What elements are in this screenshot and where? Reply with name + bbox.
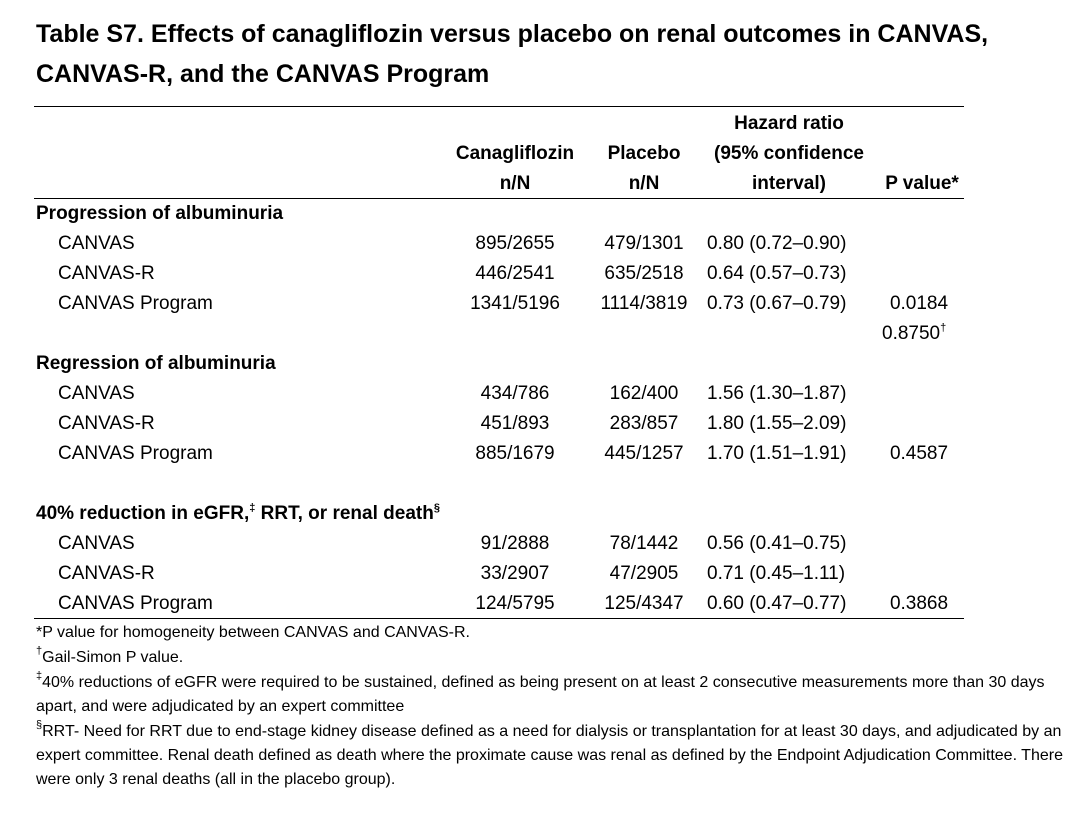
footnote-egfr: ‡40% reductions of eGFR were required to…: [36, 670, 1045, 716]
cell-cana: 1341/5196: [470, 293, 560, 314]
cell-hr: 0.80 (0.72–0.90): [707, 233, 847, 254]
row-label: CANVAS Program: [58, 443, 213, 464]
cell-p-value: 0.0184: [889, 293, 949, 314]
cell-hr: 1.80 (1.55–2.09): [707, 413, 847, 434]
cell-placebo: 47/2905: [609, 563, 679, 584]
cell-cana: 91/2888: [480, 533, 550, 554]
cell-hr: 1.56 (1.30–1.87): [707, 383, 847, 404]
cell-placebo: 78/1442: [609, 533, 679, 554]
col-header-placebo-1: Placebo: [607, 143, 681, 164]
cell-placebo: 125/4347: [604, 593, 684, 614]
row-label: CANVAS: [58, 383, 135, 404]
cell-placebo: 1114/3819: [600, 293, 688, 314]
cell-cana: 33/2907: [480, 563, 550, 584]
cell-placebo: 283/857: [609, 413, 679, 434]
cell-cana: 434/786: [480, 383, 550, 404]
col-header-p: P value*: [885, 173, 959, 194]
cell-cana: 124/5795: [475, 593, 555, 614]
cell-hr: 0.71 (0.45–1.11): [707, 563, 846, 584]
col-header-hr-3: interval): [752, 173, 826, 194]
row-label: CANVAS: [58, 533, 135, 554]
row-label: CANVAS: [58, 233, 135, 254]
cell-placebo: 635/2518: [604, 263, 684, 284]
top-rule: [34, 106, 964, 107]
cell-cana: 451/893: [480, 413, 550, 434]
cell-cana: 885/1679: [475, 443, 555, 464]
row-label: CANVAS Program: [58, 293, 213, 314]
cell-hr: 0.73 (0.67–0.79): [707, 293, 847, 314]
row-label: CANVAS-R: [58, 413, 155, 434]
table-title: Table S7. Effects of canagliflozin versu…: [36, 20, 989, 88]
row-label: CANVAS-R: [58, 263, 155, 284]
bottom-rule: [34, 618, 964, 619]
cell-placebo: 479/1301: [604, 233, 684, 254]
col-header-cana-2: n/N: [499, 173, 531, 194]
cell-hr: 0.60 (0.47–0.77): [707, 593, 847, 614]
col-header-placebo-2: n/N: [628, 173, 660, 194]
cell-p-value-gail-simon: 0.8750†: [882, 322, 947, 345]
cell-hr: 1.70 (1.51–1.91): [707, 443, 847, 464]
footnote-rrt: §RRT- Need for RRT due to end-stage kidn…: [36, 719, 1063, 789]
cell-p-value: 0.4587: [889, 443, 949, 464]
footnote-homogeneity: *P value for homogeneity between CANVAS …: [36, 624, 470, 641]
section-mark: §: [433, 502, 440, 514]
double-dagger-mark: ‡: [249, 502, 256, 514]
row-label: CANVAS-R: [58, 563, 155, 584]
cell-placebo: 162/400: [609, 383, 679, 404]
col-header-cana-1: Canagliflozin: [455, 143, 575, 164]
cell-p-value: 0.3868: [889, 593, 949, 614]
section-heading-egfr-reduction: 40% reduction in eGFR,‡ RRT, or renal de…: [36, 502, 440, 525]
section-heading-regression: Regression of albuminuria: [36, 353, 276, 374]
cell-cana: 895/2655: [475, 233, 555, 254]
cell-placebo: 445/1257: [604, 443, 684, 464]
dagger-mark: †: [940, 322, 947, 334]
section-heading-progression: Progression of albuminuria: [36, 203, 284, 224]
header-rule: [34, 198, 964, 199]
cell-hr: 0.64 (0.57–0.73): [707, 263, 847, 284]
row-label: CANVAS Program: [58, 593, 213, 614]
col-header-hr-1: Hazard ratio: [734, 113, 844, 134]
cell-hr: 0.56 (0.41–0.75): [707, 533, 847, 554]
cell-cana: 446/2541: [475, 263, 555, 284]
col-header-hr-2: (95% confidence: [714, 143, 864, 164]
footnote-gail-simon: †Gail-Simon P value.: [36, 645, 184, 667]
